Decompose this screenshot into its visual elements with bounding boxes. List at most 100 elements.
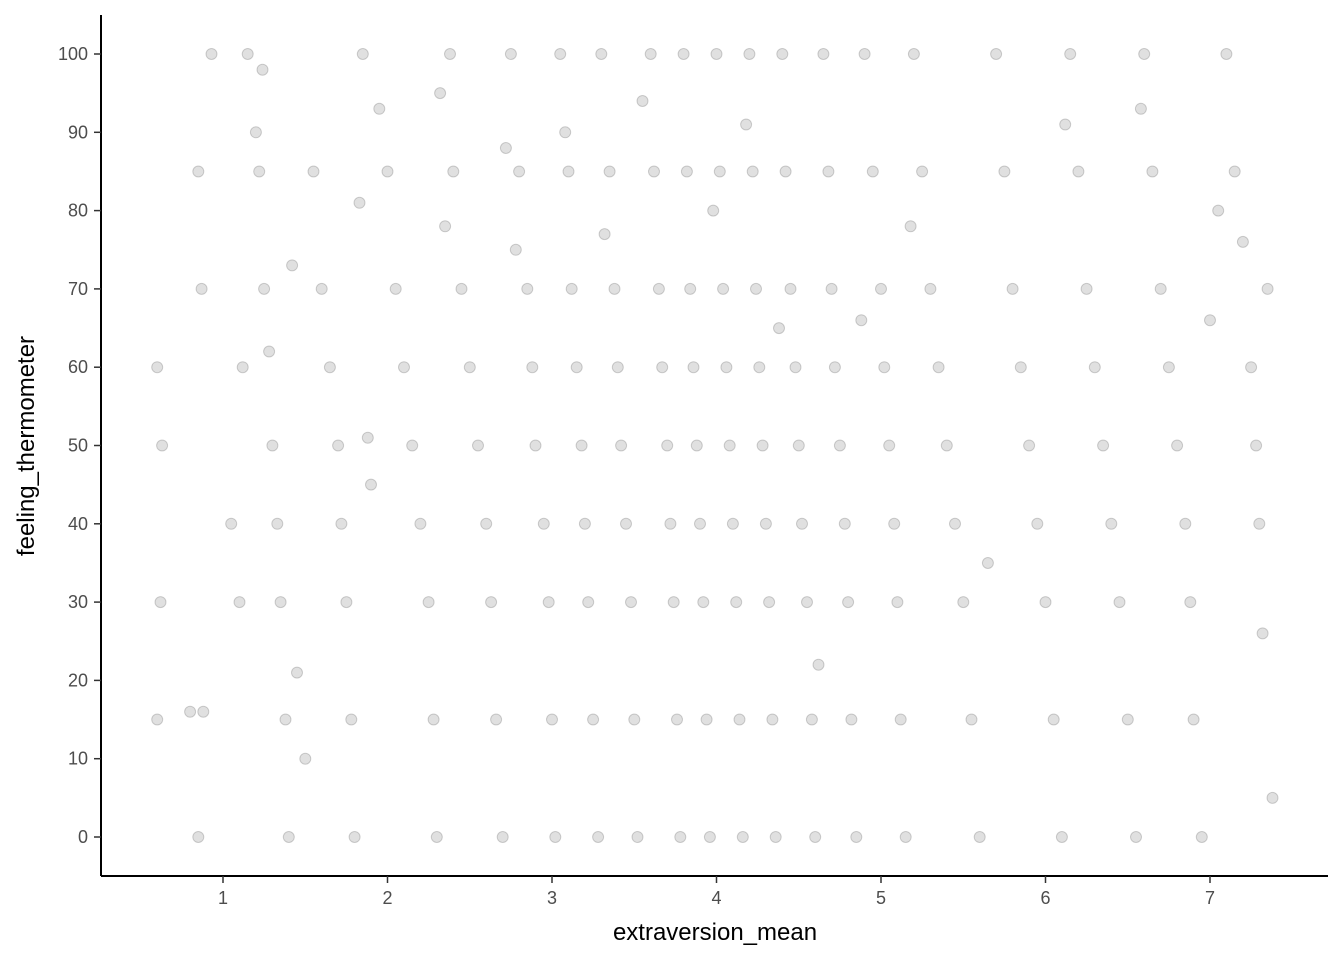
data-point [315, 282, 328, 295]
data-point [784, 282, 797, 295]
data-point [690, 439, 703, 452]
data-point [965, 713, 978, 726]
x-ticks: 1 2 3 4 5 6 7 [218, 876, 1215, 908]
x-tick-label: 4 [711, 888, 721, 908]
data-point [1146, 165, 1159, 178]
data-point [1162, 361, 1175, 374]
data-point [789, 361, 802, 374]
data-point [726, 517, 739, 530]
data-point [652, 282, 665, 295]
data-point [973, 831, 986, 843]
data-point [526, 361, 539, 374]
data-point [1006, 282, 1019, 295]
data-point [381, 165, 394, 178]
data-point [1250, 439, 1263, 452]
data-point [1261, 282, 1274, 295]
data-point [674, 831, 687, 843]
data-point [631, 831, 644, 843]
data-point [792, 439, 805, 452]
data-point [578, 517, 591, 530]
data-point [156, 439, 169, 452]
data-point [932, 361, 945, 374]
data-point [1059, 118, 1072, 131]
data-point [587, 713, 600, 726]
data-point [1220, 48, 1233, 60]
data-point [197, 705, 210, 718]
data-point [575, 439, 588, 452]
data-point [323, 361, 336, 374]
data-point [1014, 361, 1027, 374]
data-point [361, 431, 374, 444]
data-point [620, 517, 632, 530]
data-point [365, 478, 377, 491]
data-point [1171, 439, 1184, 452]
data-point [746, 165, 759, 178]
y-tick-label: 100 [58, 44, 88, 64]
data-point [1256, 627, 1269, 640]
data-point [430, 831, 443, 843]
data-point [833, 439, 846, 452]
y-tick-label: 60 [68, 357, 88, 377]
data-point [1179, 517, 1192, 530]
data-points [151, 48, 1279, 843]
data-point [490, 713, 503, 726]
data-point [1253, 517, 1266, 530]
data-point [299, 752, 312, 765]
data-point [773, 322, 785, 335]
data-point [845, 713, 858, 726]
data-point [842, 596, 855, 609]
data-point [1047, 713, 1060, 726]
data-point [249, 126, 262, 139]
data-point [1266, 791, 1279, 804]
data-point [1113, 596, 1126, 609]
y-tick-label: 90 [68, 122, 88, 142]
data-point [258, 282, 271, 295]
data-point [603, 165, 616, 178]
data-point [822, 165, 835, 178]
data-point [263, 345, 276, 358]
data-point [279, 713, 292, 726]
data-point [1228, 165, 1241, 178]
data-point [1212, 204, 1225, 217]
data-point [750, 282, 762, 295]
data-point [615, 439, 628, 452]
data-point [671, 713, 683, 726]
data-point [340, 596, 353, 609]
y-tick-label: 70 [68, 279, 88, 299]
data-point [205, 48, 218, 60]
data-point [700, 713, 713, 726]
data-point [529, 439, 542, 452]
data-point [850, 831, 863, 843]
data-point [537, 517, 550, 530]
data-point [990, 48, 1003, 60]
x-tick-label: 5 [876, 888, 886, 908]
data-point [1187, 713, 1200, 726]
data-point [271, 517, 284, 530]
data-point [241, 48, 254, 60]
data-point [899, 831, 912, 843]
data-point [562, 165, 575, 178]
data-point [291, 666, 303, 679]
data-point [981, 557, 994, 569]
data-point [769, 831, 782, 843]
data-point [1039, 596, 1052, 609]
data-point [496, 831, 509, 843]
data-point [680, 165, 693, 178]
data-point [455, 282, 468, 295]
data-point [809, 831, 822, 843]
data-point [878, 361, 891, 374]
data-point [1023, 439, 1036, 452]
data-point [595, 48, 608, 60]
data-point [825, 282, 838, 295]
data-point [1055, 831, 1068, 843]
data-point [389, 282, 402, 295]
data-point [766, 713, 779, 726]
data-point [253, 165, 266, 178]
y-axis-title: feeling_thermometer [13, 336, 40, 556]
data-point [779, 165, 792, 178]
y-tick-label: 50 [68, 436, 88, 456]
data-point [582, 596, 595, 609]
data-point [720, 361, 733, 374]
data-point [656, 361, 669, 374]
data-point [1105, 517, 1118, 530]
